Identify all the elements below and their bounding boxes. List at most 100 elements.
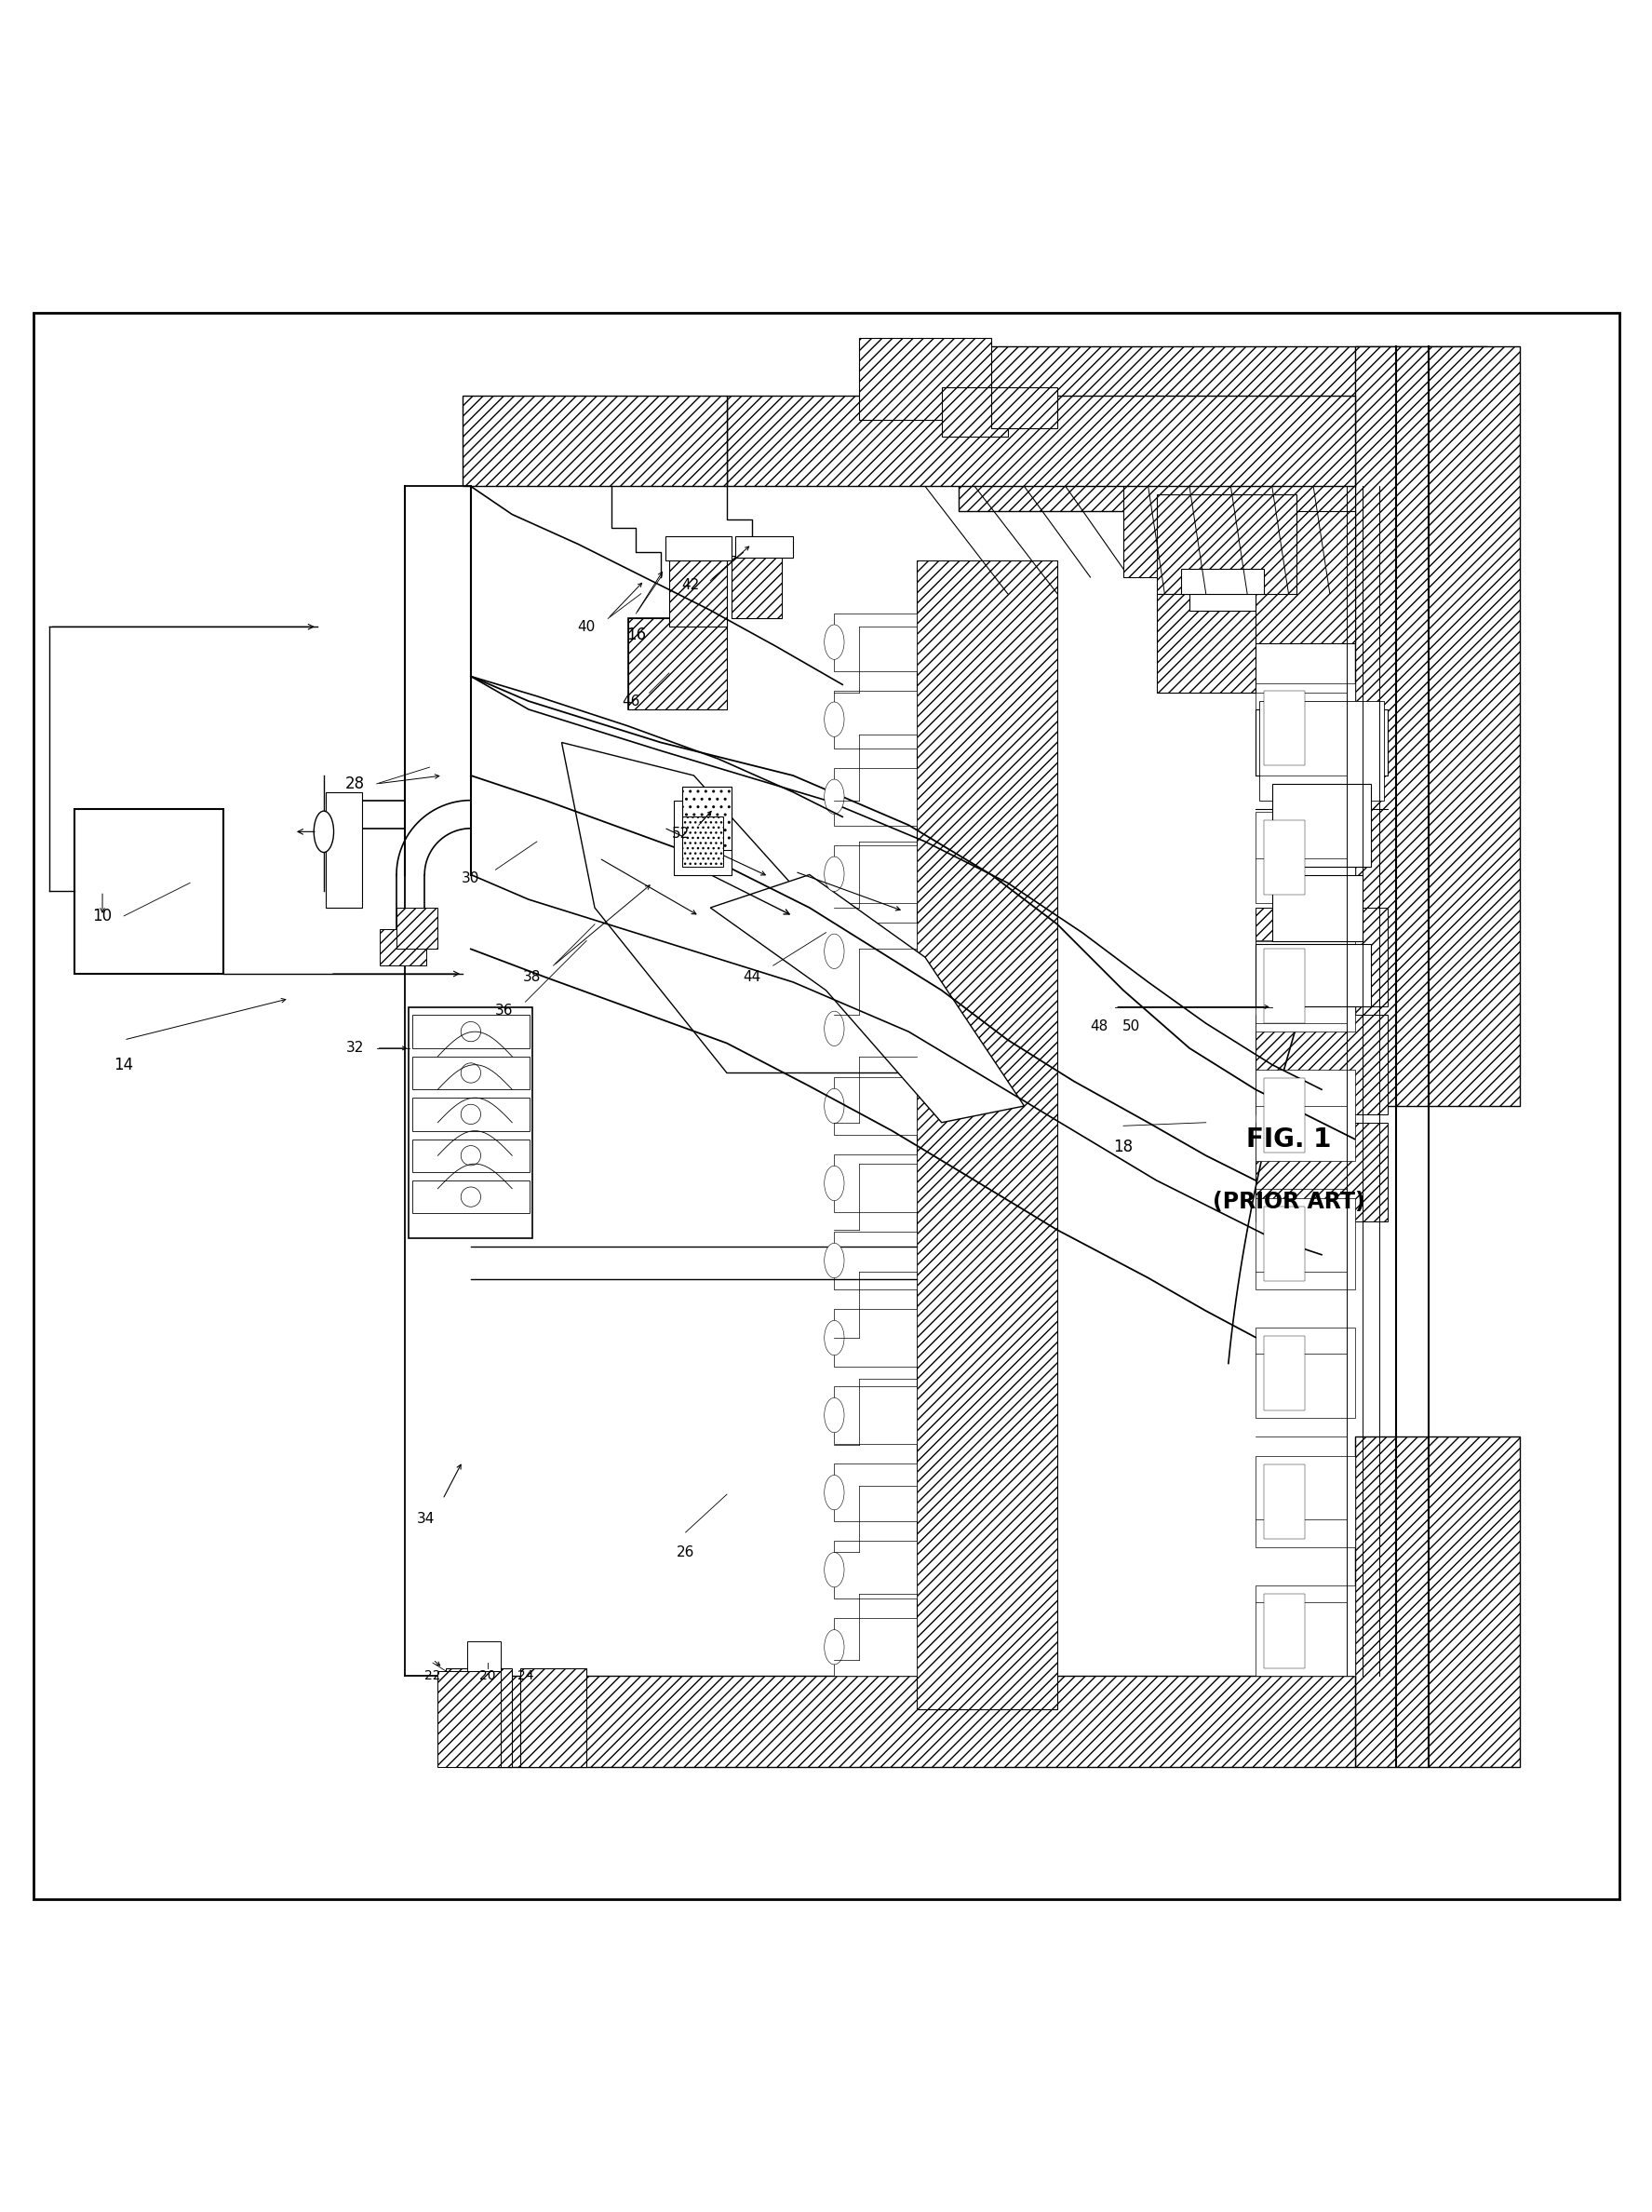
Bar — [628, 619, 727, 710]
Bar — [834, 1000, 917, 1057]
Bar — [1264, 690, 1305, 765]
Text: 30: 30 — [463, 872, 479, 885]
Ellipse shape — [824, 1553, 844, 1588]
Ellipse shape — [824, 1088, 844, 1124]
Text: 42: 42 — [682, 580, 699, 593]
Bar — [1264, 821, 1305, 894]
Bar — [834, 1387, 917, 1444]
Text: 28: 28 — [345, 776, 365, 792]
Bar — [1355, 1436, 1520, 1767]
Bar — [446, 1668, 512, 1767]
Bar — [1272, 783, 1371, 867]
Bar — [1264, 1464, 1305, 1540]
Text: 34: 34 — [418, 1513, 434, 1526]
Bar — [1206, 511, 1355, 644]
Bar — [1189, 577, 1256, 611]
Bar — [666, 535, 732, 560]
Text: 52: 52 — [672, 827, 689, 841]
Bar — [834, 1464, 917, 1522]
Bar — [1256, 1327, 1355, 1418]
Bar — [1256, 1015, 1388, 1115]
Bar — [1256, 1071, 1355, 1161]
Bar — [834, 922, 917, 980]
Bar — [834, 1619, 917, 1677]
Bar — [1256, 940, 1355, 1031]
Text: 18: 18 — [1113, 1139, 1133, 1155]
Text: 10: 10 — [93, 907, 112, 925]
Bar — [735, 535, 793, 557]
Bar — [958, 345, 1487, 511]
Polygon shape — [710, 874, 1024, 1121]
Ellipse shape — [824, 701, 844, 737]
Ellipse shape — [824, 856, 844, 891]
Bar — [834, 768, 917, 825]
Bar — [413, 1057, 529, 1091]
Bar — [834, 1155, 917, 1212]
Bar — [468, 1641, 501, 1670]
Bar — [1156, 495, 1297, 593]
Bar — [396, 907, 438, 949]
Bar — [380, 929, 426, 967]
Text: 20: 20 — [479, 1670, 496, 1683]
Text: 24: 24 — [517, 1670, 534, 1683]
Text: FIG. 1: FIG. 1 — [1246, 1126, 1332, 1152]
Ellipse shape — [824, 1321, 844, 1356]
Bar — [727, 396, 1355, 487]
Text: 46: 46 — [623, 695, 639, 708]
Text: 40: 40 — [578, 619, 595, 635]
Bar — [682, 816, 724, 867]
Bar — [413, 1015, 529, 1048]
Bar — [438, 1670, 501, 1767]
Bar — [325, 792, 362, 907]
Bar — [1264, 1336, 1305, 1409]
Bar — [1256, 945, 1371, 1006]
Bar — [669, 560, 727, 626]
Text: 26: 26 — [677, 1546, 694, 1559]
Bar — [834, 613, 917, 670]
Bar — [413, 1097, 529, 1130]
Bar — [1264, 1208, 1305, 1281]
Ellipse shape — [824, 1166, 844, 1201]
Bar — [682, 787, 732, 849]
Bar — [74, 810, 223, 973]
Bar — [463, 1677, 1355, 1767]
Text: (PRIOR ART): (PRIOR ART) — [1213, 1190, 1365, 1212]
Bar — [1259, 701, 1384, 801]
Bar — [834, 1542, 917, 1599]
Bar — [408, 1006, 532, 1239]
Bar — [834, 1232, 917, 1290]
Ellipse shape — [824, 933, 844, 969]
Bar — [942, 387, 1008, 436]
Bar — [1256, 1586, 1355, 1677]
Text: 48: 48 — [1090, 1020, 1107, 1033]
Bar — [1181, 568, 1264, 593]
Text: 14: 14 — [114, 1057, 134, 1073]
Bar — [1256, 1455, 1355, 1546]
Text: 32: 32 — [347, 1042, 363, 1055]
Ellipse shape — [824, 1630, 844, 1663]
Bar — [1256, 684, 1355, 774]
Bar — [1123, 478, 1355, 577]
Bar — [1264, 949, 1305, 1024]
Bar — [991, 387, 1057, 429]
Text: 44: 44 — [743, 971, 760, 984]
Bar — [834, 690, 917, 748]
Bar — [1256, 1199, 1355, 1290]
Bar — [834, 845, 917, 902]
Bar — [1256, 1121, 1388, 1221]
Bar — [1264, 1077, 1305, 1152]
Bar — [834, 1310, 917, 1367]
Text: 50: 50 — [1123, 1020, 1140, 1033]
Text: 36: 36 — [496, 1004, 512, 1018]
Bar — [674, 801, 732, 874]
Bar — [859, 338, 991, 420]
Bar — [917, 560, 1057, 1710]
Polygon shape — [562, 743, 909, 1073]
Bar — [520, 1668, 586, 1767]
Bar — [413, 1139, 529, 1172]
Bar — [628, 619, 727, 710]
Bar — [413, 1181, 529, 1214]
Bar — [1264, 1593, 1305, 1668]
Ellipse shape — [824, 779, 844, 814]
Bar — [834, 1077, 917, 1135]
